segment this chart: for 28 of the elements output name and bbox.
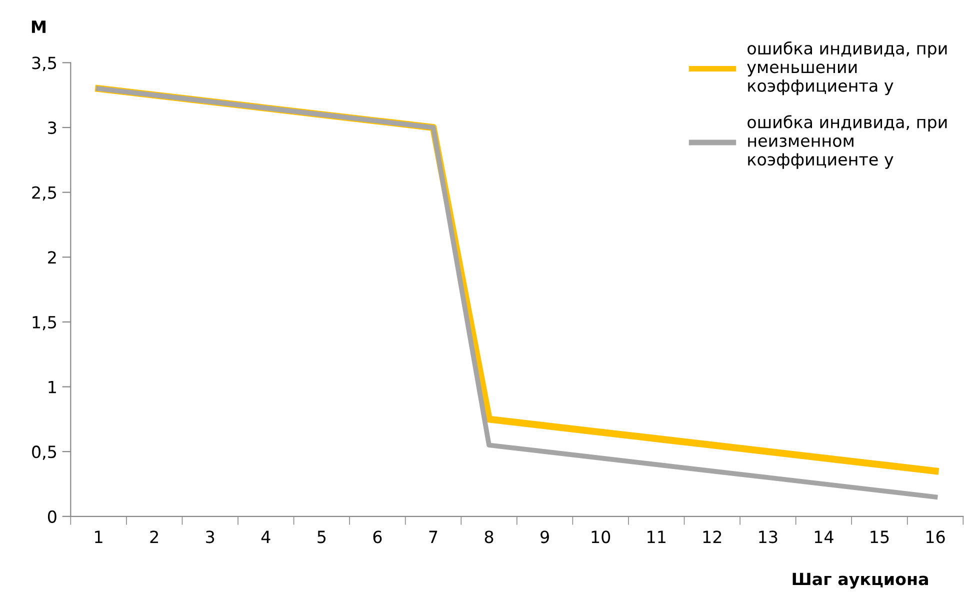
x-tick-label: 16: [926, 530, 945, 544]
y-tick-label: 0: [48, 510, 56, 523]
legend-label: ошибка индивида, при уменьшении коэффициента y: [747, 41, 947, 96]
y-tick-label: 1,5: [32, 316, 56, 330]
x-tick-label: 11: [648, 530, 666, 543]
x-tick-label: 2: [150, 530, 158, 543]
x-tick-label: 9: [540, 530, 549, 544]
x-tick-label: 15: [870, 530, 889, 544]
x-tick-label: 13: [759, 530, 778, 544]
x-tick-label: 6: [373, 530, 382, 544]
y-tick-label: 3: [48, 121, 56, 134]
x-tick-label: 7: [429, 530, 438, 543]
y-tick-label: 1: [48, 380, 56, 394]
x-axis-title: Шаг аукциона: [792, 572, 928, 589]
y-tick-label: 2,5: [32, 186, 56, 201]
legend-label: ошибка индивида, при неизменном коэффициенте y: [748, 115, 947, 169]
x-tick-label: 3: [206, 530, 214, 544]
x-tick-label: 12: [703, 530, 722, 543]
x-tick-label: 8: [484, 530, 494, 544]
x-tick-label: 5: [318, 530, 326, 544]
x-tick-label: 4: [261, 530, 270, 543]
y-tick-label: 3,5: [32, 56, 56, 71]
y-tick-label: 2: [48, 251, 56, 264]
x-tick-label: 10: [592, 530, 610, 544]
x-tick-label: 1: [95, 530, 102, 543]
y-tick-label: 0,5: [32, 446, 56, 460]
y-axis-title: М: [32, 20, 46, 33]
x-tick-label: 14: [814, 530, 834, 543]
